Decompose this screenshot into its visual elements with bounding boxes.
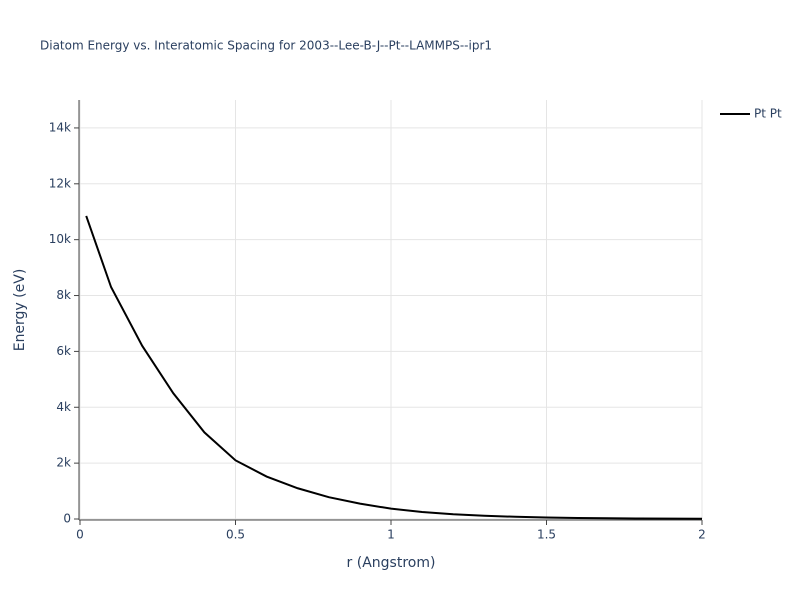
y-tick-label: 12k bbox=[49, 176, 71, 190]
x-tick-label: 0.5 bbox=[226, 528, 245, 542]
y-tick-label: 2k bbox=[56, 456, 71, 470]
line-series bbox=[85, 215, 703, 520]
x-tick-label: 2 bbox=[698, 528, 706, 542]
legend-label: Pt Pt bbox=[754, 107, 782, 121]
y-tick-label: 0 bbox=[63, 512, 71, 526]
y-axis-title: Energy (eV) bbox=[12, 269, 28, 352]
grid bbox=[79, 100, 703, 520]
y-tick-label: 8k bbox=[56, 288, 71, 302]
y-tick-label: 6k bbox=[56, 344, 71, 358]
y-tick-label: 4k bbox=[56, 400, 71, 414]
x-tick-label: 0 bbox=[76, 528, 84, 542]
y-tick-label: 10k bbox=[49, 232, 71, 246]
chart-title: Diatom Energy vs. Interatomic Spacing fo… bbox=[40, 39, 492, 53]
x-tick-label: 1 bbox=[387, 528, 395, 542]
x-tick-label: 1.5 bbox=[537, 528, 556, 542]
x-axis-title: r (Angstrom) bbox=[347, 555, 436, 571]
y-tick-label: 14k bbox=[49, 120, 71, 134]
